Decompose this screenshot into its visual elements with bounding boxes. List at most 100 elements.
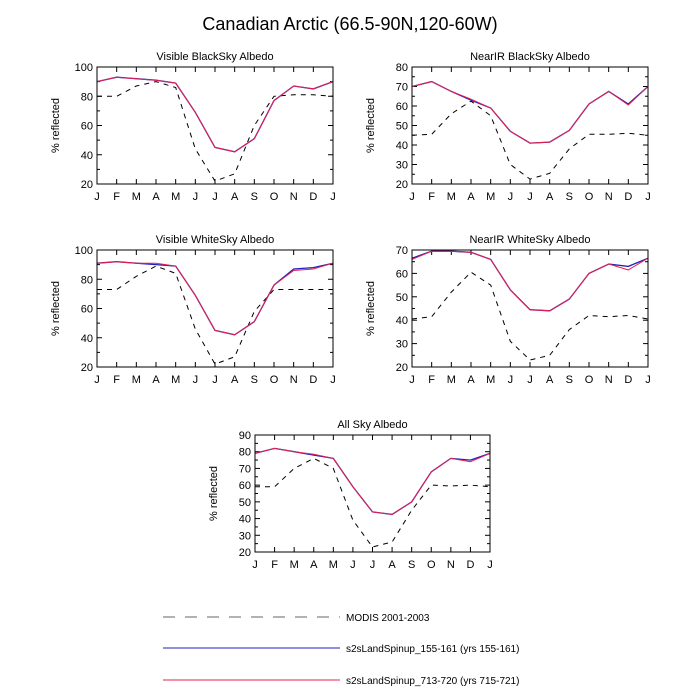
y-tick-label: 70 bbox=[396, 245, 408, 257]
y-tick-label: 70 bbox=[239, 463, 251, 475]
legend: MODIS 2001-2003 s2sLandSpinup_155-161 (yr… bbox=[163, 613, 519, 687]
x-tick-label: J bbox=[370, 559, 376, 571]
y-tick-label: 90 bbox=[239, 430, 251, 442]
chart-panel: All Sky Albedo % reflected 20 30 40 50 60 70 80 9… bbox=[208, 419, 493, 571]
x-tick-label: D bbox=[466, 559, 474, 571]
y-tick-label: 40 bbox=[396, 140, 408, 152]
series-line bbox=[411, 250, 649, 312]
x-tick-label: N bbox=[290, 191, 298, 203]
x-tick-label: A bbox=[388, 559, 396, 571]
x-tick-label: O bbox=[270, 374, 279, 386]
x-tick-label: J bbox=[94, 374, 100, 386]
x-tick-label: M bbox=[132, 191, 141, 203]
x-tick-label: J bbox=[409, 374, 415, 386]
plot-frame bbox=[411, 249, 649, 368]
y-tick-label: 80 bbox=[81, 91, 93, 103]
x-tick-label: M bbox=[171, 191, 180, 203]
x-tick-label: A bbox=[546, 191, 554, 203]
chart-panel: Visible BlackSky Albedo % reflected 20 40 60… bbox=[50, 51, 336, 203]
x-tick-label: J bbox=[527, 374, 533, 386]
y-tick-label: 60 bbox=[81, 304, 93, 316]
legend-label: s2sLandSpinup_155-161 (yrs 155-161) bbox=[346, 644, 519, 655]
y-tick-label: 50 bbox=[239, 497, 251, 509]
x-tick-label: S bbox=[251, 191, 258, 203]
y-axis-label: % reflected bbox=[365, 281, 377, 336]
series-line bbox=[96, 76, 334, 153]
y-tick-label: 20 bbox=[81, 362, 93, 374]
y-tick-label: 60 bbox=[239, 480, 251, 492]
x-tick-label: J bbox=[527, 191, 533, 203]
chart-title: NearIR BlackSky Albedo bbox=[470, 51, 590, 63]
x-tick-label: S bbox=[251, 374, 258, 386]
y-tick-label: 30 bbox=[396, 160, 408, 172]
x-tick-label: D bbox=[624, 191, 632, 203]
series-line bbox=[96, 76, 334, 153]
x-tick-label: O bbox=[270, 191, 279, 203]
x-tick-label: O bbox=[585, 374, 594, 386]
chart-title: Visible WhiteSky Albedo bbox=[156, 234, 274, 246]
x-tick-label: J bbox=[94, 191, 100, 203]
x-tick-label: D bbox=[309, 374, 317, 386]
x-tick-label: A bbox=[231, 374, 239, 386]
x-tick-label: J bbox=[330, 191, 336, 203]
x-tick-label: O bbox=[427, 559, 436, 571]
legend-label: s2sLandSpinup_713-720 (yrs 715-721) bbox=[346, 676, 519, 687]
x-tick-label: M bbox=[486, 191, 495, 203]
x-tick-label: J bbox=[212, 374, 218, 386]
x-tick-label: A bbox=[467, 191, 475, 203]
y-tick-label: 20 bbox=[396, 179, 408, 191]
y-axis-label: % reflected bbox=[208, 466, 220, 521]
y-tick-label: 80 bbox=[239, 447, 251, 459]
x-tick-label: A bbox=[231, 191, 239, 203]
x-tick-label: F bbox=[113, 374, 120, 386]
y-tick-label: 40 bbox=[81, 150, 93, 162]
series-line bbox=[255, 457, 491, 548]
x-tick-label: J bbox=[508, 191, 514, 203]
x-tick-label: D bbox=[309, 191, 317, 203]
series-line bbox=[96, 261, 334, 336]
y-tick-label: 20 bbox=[81, 179, 93, 191]
x-tick-label: A bbox=[152, 191, 160, 203]
x-tick-label: J bbox=[350, 559, 356, 571]
y-tick-label: 50 bbox=[396, 292, 408, 304]
x-tick-label: M bbox=[132, 374, 141, 386]
x-tick-label: J bbox=[508, 374, 514, 386]
x-tick-label: M bbox=[329, 559, 338, 571]
x-tick-label: S bbox=[408, 559, 415, 571]
y-tick-label: 20 bbox=[239, 547, 251, 559]
y-tick-label: 50 bbox=[396, 121, 408, 133]
chart-panel: NearIR BlackSky Albedo % reflected 20 30 40 5… bbox=[365, 51, 651, 203]
y-axis-label: % reflected bbox=[365, 98, 377, 153]
y-axis-label: % reflected bbox=[50, 281, 62, 336]
y-tick-label: 60 bbox=[81, 121, 93, 133]
y-tick-label: 60 bbox=[396, 101, 408, 113]
x-tick-label: F bbox=[271, 559, 278, 571]
y-axis-label: % reflected bbox=[50, 98, 62, 153]
x-tick-label: M bbox=[171, 374, 180, 386]
series-line bbox=[254, 447, 491, 515]
x-tick-label: J bbox=[193, 374, 199, 386]
chart-title: All Sky Albedo bbox=[337, 419, 407, 431]
x-tick-label: A bbox=[310, 559, 318, 571]
y-tick-label: 30 bbox=[239, 530, 251, 542]
y-tick-label: 30 bbox=[396, 339, 408, 351]
x-tick-label: N bbox=[447, 559, 455, 571]
x-tick-label: J bbox=[409, 191, 415, 203]
y-tick-label: 40 bbox=[81, 333, 93, 345]
x-tick-label: S bbox=[566, 374, 573, 386]
x-tick-label: F bbox=[113, 191, 120, 203]
series-line bbox=[97, 81, 334, 182]
x-tick-label: F bbox=[428, 191, 435, 203]
series-line bbox=[97, 265, 333, 365]
x-tick-label: M bbox=[486, 374, 495, 386]
series-line bbox=[411, 81, 649, 144]
x-tick-label: D bbox=[624, 374, 632, 386]
y-tick-label: 100 bbox=[75, 62, 93, 74]
x-tick-label: J bbox=[252, 559, 258, 571]
y-tick-label: 80 bbox=[81, 274, 93, 286]
y-tick-label: 20 bbox=[396, 362, 408, 374]
series-line bbox=[254, 447, 491, 516]
chart-title: NearIR WhiteSky Albedo bbox=[469, 234, 590, 246]
x-tick-label: J bbox=[212, 191, 218, 203]
chart-panel: Visible WhiteSky Albedo % reflected 20 40 60… bbox=[50, 234, 336, 386]
